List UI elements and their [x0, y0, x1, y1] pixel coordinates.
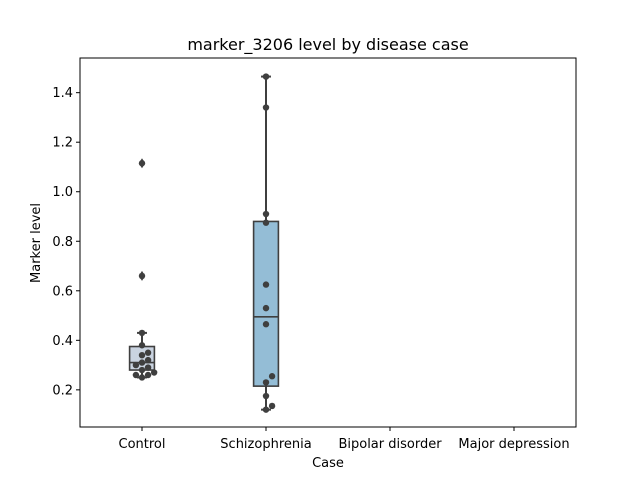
plot-layer	[128, 73, 280, 413]
data-point	[144, 356, 152, 364]
data-point	[132, 361, 140, 369]
data-point	[138, 272, 146, 280]
data-point	[268, 373, 276, 380]
box-iqr	[252, 220, 280, 387]
x-tick-label: Major depression	[458, 437, 569, 452]
data-point	[138, 359, 146, 366]
data-point	[138, 160, 146, 167]
y-tick-label: 1.4	[52, 86, 73, 101]
y-axis-label: Marker level	[29, 203, 44, 283]
data-point	[262, 73, 270, 80]
data-point	[262, 104, 270, 111]
y-tick-label: 0.8	[52, 235, 73, 250]
data-point	[262, 379, 270, 386]
chart-title: marker_3206 level by disease case	[187, 35, 468, 55]
axis-layer: 0.2 0.4 0.6 0.8 1.0 1.2 1.4 Control Schizophreni…	[52, 86, 569, 452]
data-point	[144, 349, 152, 356]
data-point	[138, 342, 146, 349]
data-point	[262, 210, 270, 218]
x-axis-label: Case	[312, 456, 344, 471]
data-point	[138, 351, 146, 359]
data-point	[262, 321, 270, 328]
data-point	[138, 374, 146, 381]
data-point	[150, 369, 158, 376]
data-point	[262, 219, 270, 226]
y-tick-label: 1.2	[52, 136, 73, 151]
data-point	[262, 304, 270, 312]
x-tick-label: Bipolar disorder	[338, 437, 442, 452]
data-point	[138, 329, 146, 337]
data-point	[268, 402, 276, 410]
y-tick-label: 0.2	[52, 383, 73, 398]
data-point	[144, 364, 152, 371]
y-tick-label: 0.6	[52, 284, 73, 299]
data-point	[144, 371, 152, 379]
data-point	[262, 392, 270, 400]
plot-frame	[79, 57, 577, 428]
data-point	[138, 366, 146, 374]
y-tick-label: 1.0	[52, 185, 73, 200]
y-tick-label: 0.4	[52, 334, 73, 349]
data-point	[262, 406, 270, 413]
data-point	[132, 371, 140, 379]
x-tick-label: Control	[119, 437, 166, 452]
data-point	[262, 281, 270, 288]
x-tick-label: Schizophrenia	[220, 437, 311, 452]
